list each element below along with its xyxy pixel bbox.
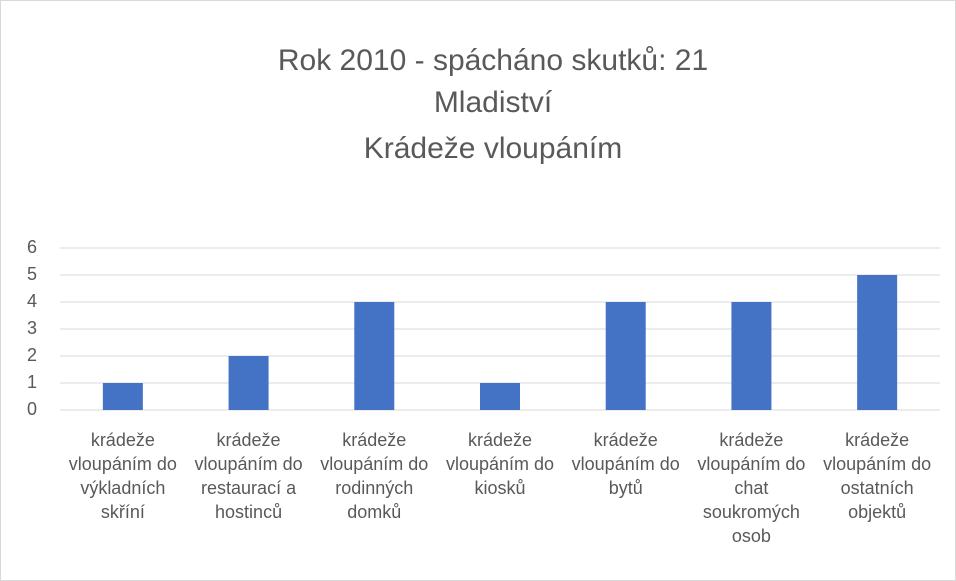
- y-tick-label: 5: [27, 264, 37, 284]
- chart-title: Rok 2010 - spácháno skutků: 21: [278, 44, 708, 77]
- bar: [102, 383, 143, 410]
- bar: [857, 275, 898, 410]
- y-tick-label: 4: [27, 291, 37, 311]
- chart-title: Mladiství: [434, 86, 553, 119]
- x-tick-label: krádeže vloupáním do bytů: [571, 430, 680, 498]
- x-tick-label: krádeže vloupáním do chat soukromých oso…: [697, 430, 806, 546]
- bar: [605, 302, 646, 410]
- y-tick-label: 3: [27, 318, 37, 338]
- chart-title: Krádeže vloupáním: [364, 132, 623, 165]
- y-tick-label: 0: [27, 399, 37, 419]
- x-tick-label: krádeže vloupáním do rodinných domků: [320, 430, 429, 522]
- x-tick-label: krádeže vloupáním do restaurací a hostin…: [194, 430, 303, 522]
- y-tick-label: 6: [27, 237, 37, 257]
- x-tick-label: krádeže vloupáním do kiosků: [445, 430, 555, 498]
- bar: [731, 302, 772, 410]
- y-tick-label: 1: [27, 372, 37, 392]
- bar: [354, 302, 395, 410]
- bar: [480, 383, 520, 410]
- x-tick-label: krádeže vloupáním do výkladních skříní: [68, 430, 177, 522]
- x-tick-label: krádeže vloupáním do ostatních objektů: [823, 430, 932, 522]
- y-tick-label: 2: [27, 345, 37, 365]
- bar: [228, 356, 269, 410]
